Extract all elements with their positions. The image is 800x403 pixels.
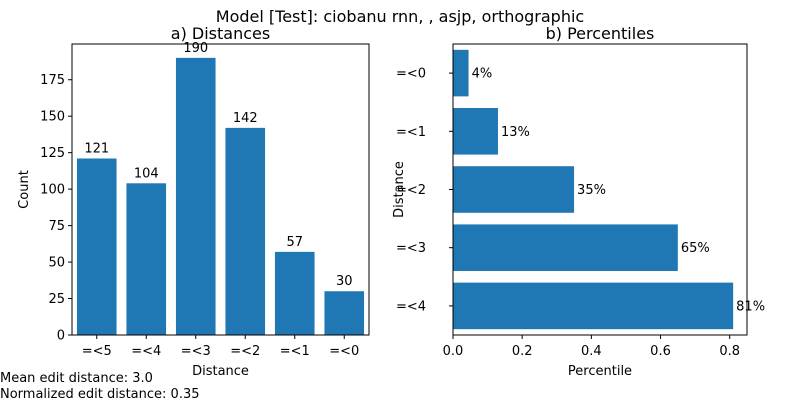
chart-title: a) Distances: [171, 24, 270, 43]
x-tick-label: =<5: [82, 344, 112, 359]
y-tick-label: 100: [40, 183, 65, 198]
y-tick-label: =<0: [396, 67, 426, 82]
bar-=<4: [126, 183, 167, 335]
y-tick-label: =<3: [396, 241, 426, 256]
x-tick-label: =<4: [131, 344, 161, 359]
bar-=<0: [453, 49, 469, 97]
y-tick-label: =<1: [396, 125, 426, 140]
bar-value-label: 57: [286, 235, 303, 250]
bar-=<5: [76, 158, 117, 335]
axes-frame: [71, 43, 370, 336]
bar-=<1: [274, 251, 315, 335]
bar-=<1: [453, 108, 498, 155]
y-tick-label: 50: [48, 256, 65, 271]
y-tick-label: 0: [57, 329, 65, 344]
x-tick-label: =<3: [181, 344, 211, 359]
y-tick-label: =<2: [396, 183, 426, 198]
distances-bar-chart: 121 =<5 104 =<4 190 =<3 142 =<2 57 =<1 30 =<0 0 25 50 7…: [17, 24, 370, 379]
bar-=<3: [175, 57, 216, 335]
chart-title: b) Percentiles: [546, 24, 655, 43]
x-tick-label: 0.4: [581, 344, 602, 359]
x-tick-label: =<1: [280, 344, 310, 359]
bar-=<2: [453, 166, 575, 213]
bar-=<4: [453, 282, 734, 330]
x-tick-label: 0.6: [650, 344, 671, 359]
bar-=<0: [324, 291, 365, 335]
bar-value-label: 65%: [681, 241, 710, 256]
normalized-edit-distance-text: Normalized edit distance: 0.35: [0, 387, 200, 402]
bar-value-label: 142: [233, 111, 258, 126]
bar-value-label: 104: [134, 166, 159, 181]
bar-value-label: 81%: [736, 299, 765, 314]
bar-value-label: 30: [336, 274, 353, 289]
x-axis-label: Percentile: [568, 364, 632, 379]
axes-frame: [452, 43, 748, 336]
bar-value-label: 190: [183, 41, 208, 56]
figure-title: Model [Test]: ciobanu rnn, , asjp, ortho…: [216, 7, 584, 26]
y-tick-label: 175: [40, 73, 65, 88]
y-tick-label: =<4: [396, 299, 426, 314]
bar-value-label: 13%: [501, 125, 530, 140]
mean-edit-distance-text: Mean edit distance: 3.0: [0, 371, 153, 386]
y-axis-label: Distance: [392, 161, 407, 218]
y-tick-label: 75: [48, 219, 65, 234]
x-tick-label: 0.2: [512, 344, 533, 359]
x-tick-label: =<0: [329, 344, 359, 359]
x-tick-label: =<2: [230, 344, 260, 359]
y-tick-label: 25: [48, 292, 65, 307]
x-tick-label: 0.0: [443, 344, 464, 359]
bar-value-label: 4%: [472, 67, 493, 82]
x-tick-label: 0.8: [719, 344, 740, 359]
bar-=<3: [453, 224, 678, 271]
y-tick-label: 125: [40, 146, 65, 161]
percentiles-bar-chart: 4% =<0 13% =<1 35% =<2 65% =<3 81% =<4 0.0 0.2 0.4 0.…: [392, 24, 765, 379]
y-axis-label: Count: [17, 170, 32, 209]
bar-value-label: 121: [84, 142, 109, 157]
bar-=<2: [225, 127, 266, 335]
bar-value-label: 35%: [577, 183, 606, 198]
y-tick-label: 150: [40, 110, 65, 125]
x-axis-label: Distance: [192, 364, 249, 379]
